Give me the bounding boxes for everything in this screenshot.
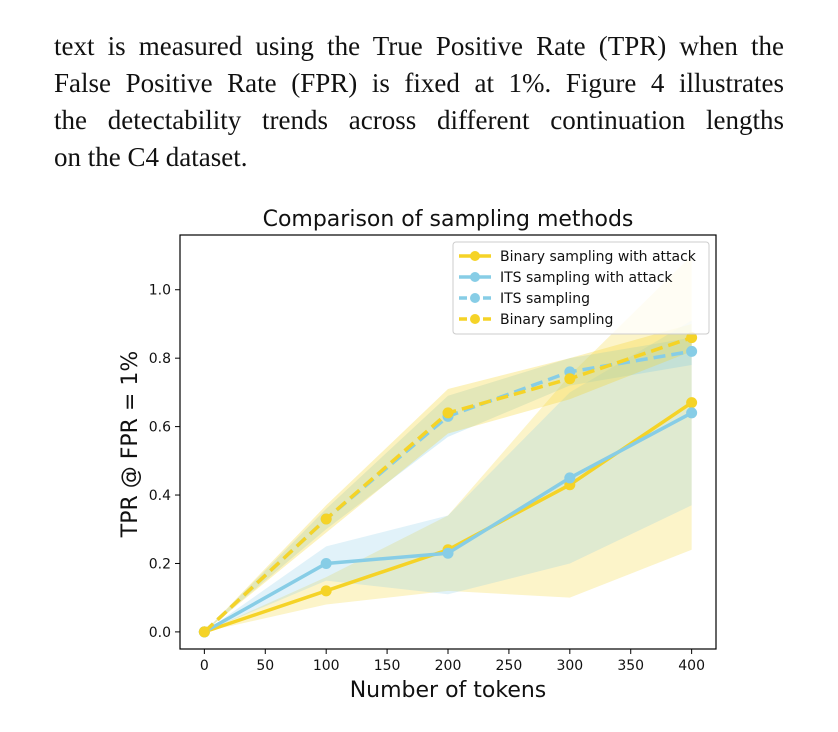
- body-paragraph: text is measured using the True Positive…: [54, 28, 784, 176]
- paragraph-line: on the C4 dataset.: [54, 142, 248, 172]
- y-tick-label: 0.4: [149, 488, 171, 504]
- paragraph-line: the detectability trends across differen…: [54, 105, 784, 135]
- axes: 0 50 100 150 200 250 300 350 400 0.0 0.2 0.4 0.6 0.8 1…: [149, 234, 717, 674]
- legend-marker: [470, 272, 480, 282]
- x-tick-label: 150: [374, 658, 401, 674]
- x-axis-label: Number of tokens: [350, 678, 547, 703]
- legend-marker: [470, 314, 480, 324]
- data-point: [686, 332, 698, 344]
- legend-label: Binary sampling with attack: [500, 249, 697, 265]
- y-tick-label: 0.0: [149, 625, 171, 641]
- y-axis-label: TPR @ FPR = 1%: [118, 351, 143, 539]
- data-point: [320, 585, 332, 597]
- x-tick-label: 350: [617, 658, 644, 674]
- x-tick-label: 0: [200, 658, 209, 674]
- confidence-band: [204, 337, 692, 632]
- legend-label: ITS sampling with attack: [500, 270, 673, 286]
- data-point: [442, 407, 454, 419]
- x-tick-label: 250: [496, 658, 523, 674]
- paragraph-line: False Positive Rate (FPR) is fixed at 1%…: [54, 68, 784, 98]
- y-tick-label: 1.0: [149, 283, 171, 299]
- data-point: [442, 547, 454, 559]
- y-tick-label: 0.6: [149, 420, 171, 436]
- x-tick-label: 100: [313, 658, 340, 674]
- legend: Binary sampling with attack ITS sampling …: [452, 241, 710, 335]
- data-point: [686, 397, 698, 409]
- data-point: [686, 345, 698, 357]
- data-point: [686, 407, 698, 419]
- x-tick-label: 200: [435, 658, 462, 674]
- data-point: [320, 513, 332, 525]
- data-point: [564, 373, 576, 385]
- confidence-band: [204, 255, 692, 632]
- x-tick-label: 400: [678, 658, 705, 674]
- legend-label: ITS sampling: [500, 291, 590, 307]
- paragraph-line: text is measured using the True Positive…: [54, 31, 784, 61]
- x-tick-label: 50: [256, 658, 274, 674]
- legend-marker: [470, 293, 480, 303]
- data-point: [198, 626, 210, 638]
- y-tick-label: 0.8: [149, 351, 171, 367]
- data-point: [320, 557, 332, 569]
- data-point: [564, 472, 576, 484]
- legend-label: Binary sampling: [500, 312, 613, 328]
- series-lines: [198, 332, 698, 638]
- legend-box: [452, 241, 710, 335]
- chart-title: Comparison of sampling methods: [263, 207, 634, 232]
- y-tick-label: 0.2: [149, 556, 171, 572]
- x-tick-label: 300: [556, 658, 583, 674]
- confidence-band: [204, 320, 692, 632]
- legend-marker: [470, 251, 480, 261]
